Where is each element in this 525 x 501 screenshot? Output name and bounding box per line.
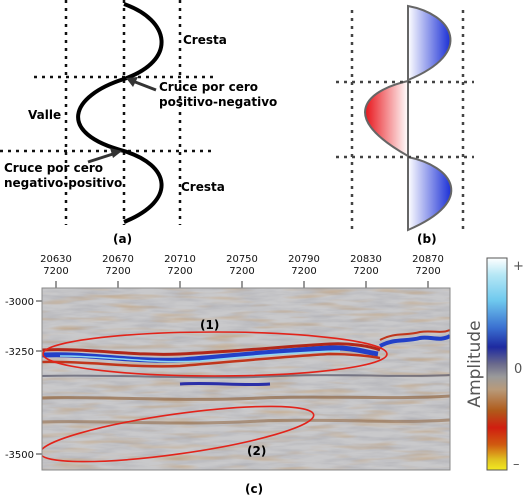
x-tick-3-top: 20710 [164, 254, 196, 265]
x-tick-6-top: 20830 [350, 254, 382, 265]
label-cruce-pos-neg-1: Cruce por cero [159, 80, 258, 94]
panel-c: 20630 7200 20670 7200 20710 7200 20750 7… [5, 254, 524, 496]
label-valle: Valle [28, 108, 61, 122]
label-cruce-neg-pos-1: Cruce por cero [4, 161, 103, 175]
lobe-negative [364, 79, 409, 158]
ellipse-zone-1 [42, 331, 388, 377]
reflector-red-lower [42, 352, 381, 368]
seismic-section [42, 288, 450, 470]
annotation-1: (1) [200, 318, 219, 332]
x-tick-5-top: 20790 [288, 254, 320, 265]
colorbar-gradient [486, 257, 508, 471]
colorbar-zero: 0 [514, 362, 522, 377]
caption-c: (c) [245, 482, 263, 496]
x-tick-2-top: 20670 [102, 254, 134, 265]
x-tick-marks [55, 281, 429, 288]
reflector-dark-1 [42, 374, 450, 379]
x-tick-5-bottom: 7200 [291, 266, 316, 277]
lobe-positive-top [407, 4, 452, 82]
lobe-positive-bottom [407, 155, 453, 232]
arrow-neg-pos [87, 151, 117, 164]
x-tick-3-bottom: 7200 [167, 266, 192, 277]
x-tick-6-bottom: 7200 [353, 266, 378, 277]
label-cresta-top: Cresta [183, 33, 227, 47]
panel-a: Cresta Cruce por cero positivo-negativo … [0, 0, 277, 246]
reflector-cyan [59, 350, 341, 363]
y-tick-marks [36, 300, 42, 455]
x-tick-7-top: 20870 [412, 254, 444, 265]
x-tick-1-bottom: 7200 [43, 266, 68, 277]
y-tick-labels: -3000 -3250 -3500 [5, 297, 34, 461]
reflector-right-red [379, 329, 450, 341]
colorbar: + 0 – Amplitude [465, 257, 524, 472]
x-tick-4-bottom: 7200 [229, 266, 254, 277]
wavelet-curve [76, 2, 164, 224]
y-tick-3250: -3250 [5, 347, 34, 358]
arrow-head-pos-neg [126, 77, 138, 87]
x-tick-4-top: 20750 [226, 254, 258, 265]
seismic-frame [41, 287, 451, 471]
y-tick-3000: -3000 [5, 297, 34, 308]
x-tick-7-bottom: 7200 [415, 266, 440, 277]
y-tick-3500: -3500 [5, 450, 34, 461]
colorbar-plus: + [513, 259, 524, 274]
colorbar-minus: – [513, 457, 520, 472]
reflector-secondary [179, 381, 271, 387]
ellipse-zone-2 [42, 405, 315, 463]
reflector-brown-1 [42, 394, 450, 401]
label-cresta-bottom: Cresta [181, 180, 225, 194]
arrow-head-neg-pos [110, 148, 122, 158]
colorbar-label: Amplitude [465, 320, 485, 407]
reflector-right [379, 334, 450, 348]
label-cruce-neg-pos-2: negativo-positivo [4, 176, 122, 190]
label-cruce-pos-neg-2: positivo-negativo [159, 95, 277, 109]
annotation-2: (2) [247, 444, 266, 458]
x-tick-labels: 20630 7200 20670 7200 20710 7200 20750 7… [40, 254, 444, 277]
x-tick-1-top: 20630 [40, 254, 72, 265]
panel-b: (b) [336, 4, 474, 246]
caption-b: (b) [417, 232, 437, 246]
caption-a: (a) [113, 232, 132, 246]
reflector-red-upper [42, 342, 381, 356]
x-tick-2-bottom: 7200 [105, 266, 130, 277]
reflector-brown-2 [42, 418, 450, 425]
